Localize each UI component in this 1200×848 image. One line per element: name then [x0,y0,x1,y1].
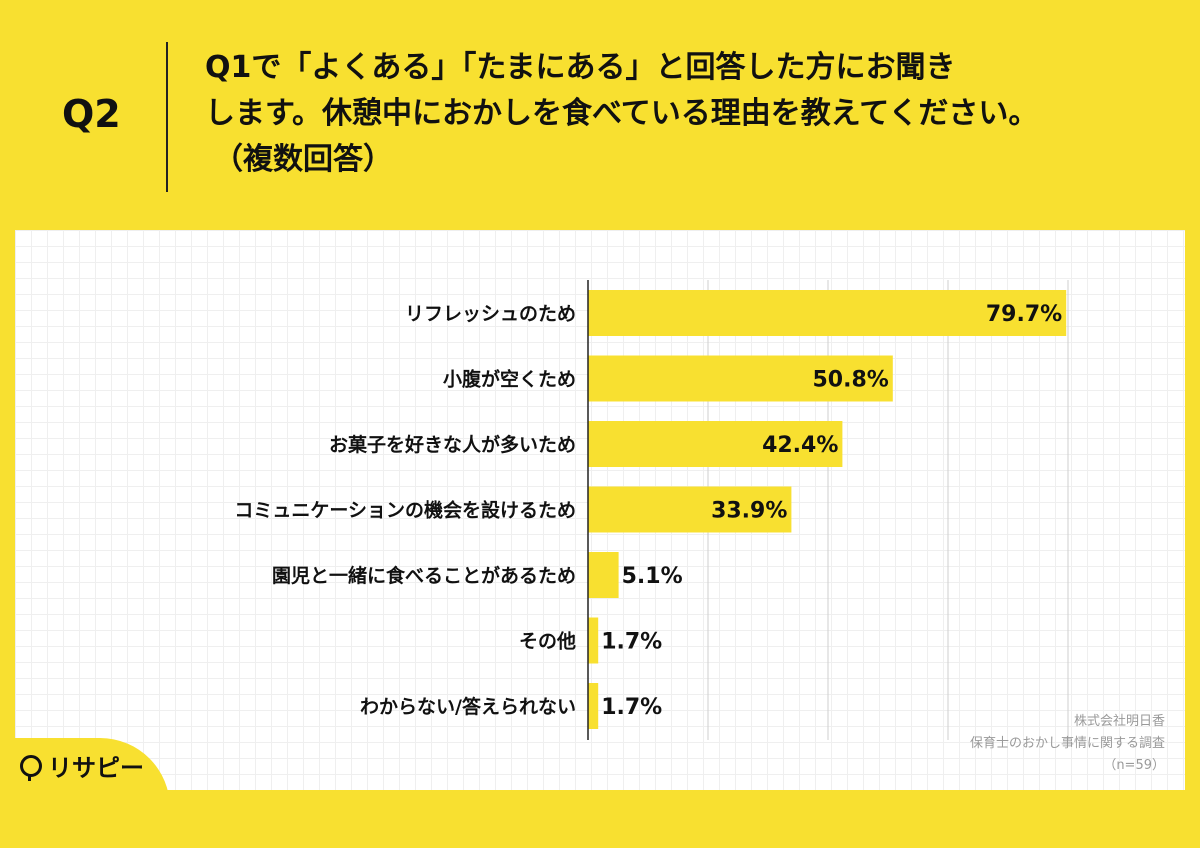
source-line: 株式会社明日香 [1074,713,1165,729]
question-number: Q2 [62,92,121,136]
source-line: 保育士のおかし事情に関する調査 [970,735,1165,751]
brand-logo: リサピー [20,748,144,783]
question-line-2: します。休憩中におかしを食べている理由を教えてください。 [205,96,1039,131]
bar [588,355,893,402]
pin-icon [20,754,42,781]
bar-chart: リフレッシュのため 79.7% 小腹が空くため 50.8% お菓子を好きな人が多いため 4… [234,280,1165,773]
bar [588,290,1067,336]
value-label: 1.7% [601,695,662,720]
value-label: 42.4% [762,433,838,458]
question-line-3: （複数回答） [213,142,393,177]
category-label: 小腹が空くため [443,368,576,391]
category-label: コミュニケーションの機会を設けるため [234,499,576,522]
bar [588,421,843,467]
category-label: お菓子を好きな人が多いため [329,433,576,456]
chart-card: リフレッシュのため 79.7% 小腹が空くため 50.8% お菓子を好きな人が多いため 4… [15,230,1185,790]
category-label: その他 [519,630,576,653]
logo-text: リサピー [48,754,144,782]
category-label: わからない/答えられない [360,695,576,718]
bar [588,683,599,729]
value-label: 50.8% [812,368,888,393]
value-label: 33.9% [711,499,787,524]
category-label: リフレッシュのため [405,303,576,325]
header-divider [166,42,168,192]
value-label: 79.7% [986,302,1062,327]
value-label: 5.1% [622,564,683,589]
bar [588,617,599,664]
value-label: 1.7% [601,630,662,655]
source-line: （n=59） [1103,758,1165,773]
question-line-1: Q1で「よくある」「たまにある」と回答した方にお聞き [205,50,956,85]
header: Q2 Q1で「よくある」「たまにある」と回答した方にお聞き します。休憩中におか… [0,0,1200,230]
category-label: 園児と一緒に食べることがあるため [272,564,576,587]
question-text: Q1で「よくある」「たまにある」と回答した方にお聞き します。休憩中におかしを食… [205,45,1175,183]
bar [588,486,792,533]
bar [588,552,619,598]
